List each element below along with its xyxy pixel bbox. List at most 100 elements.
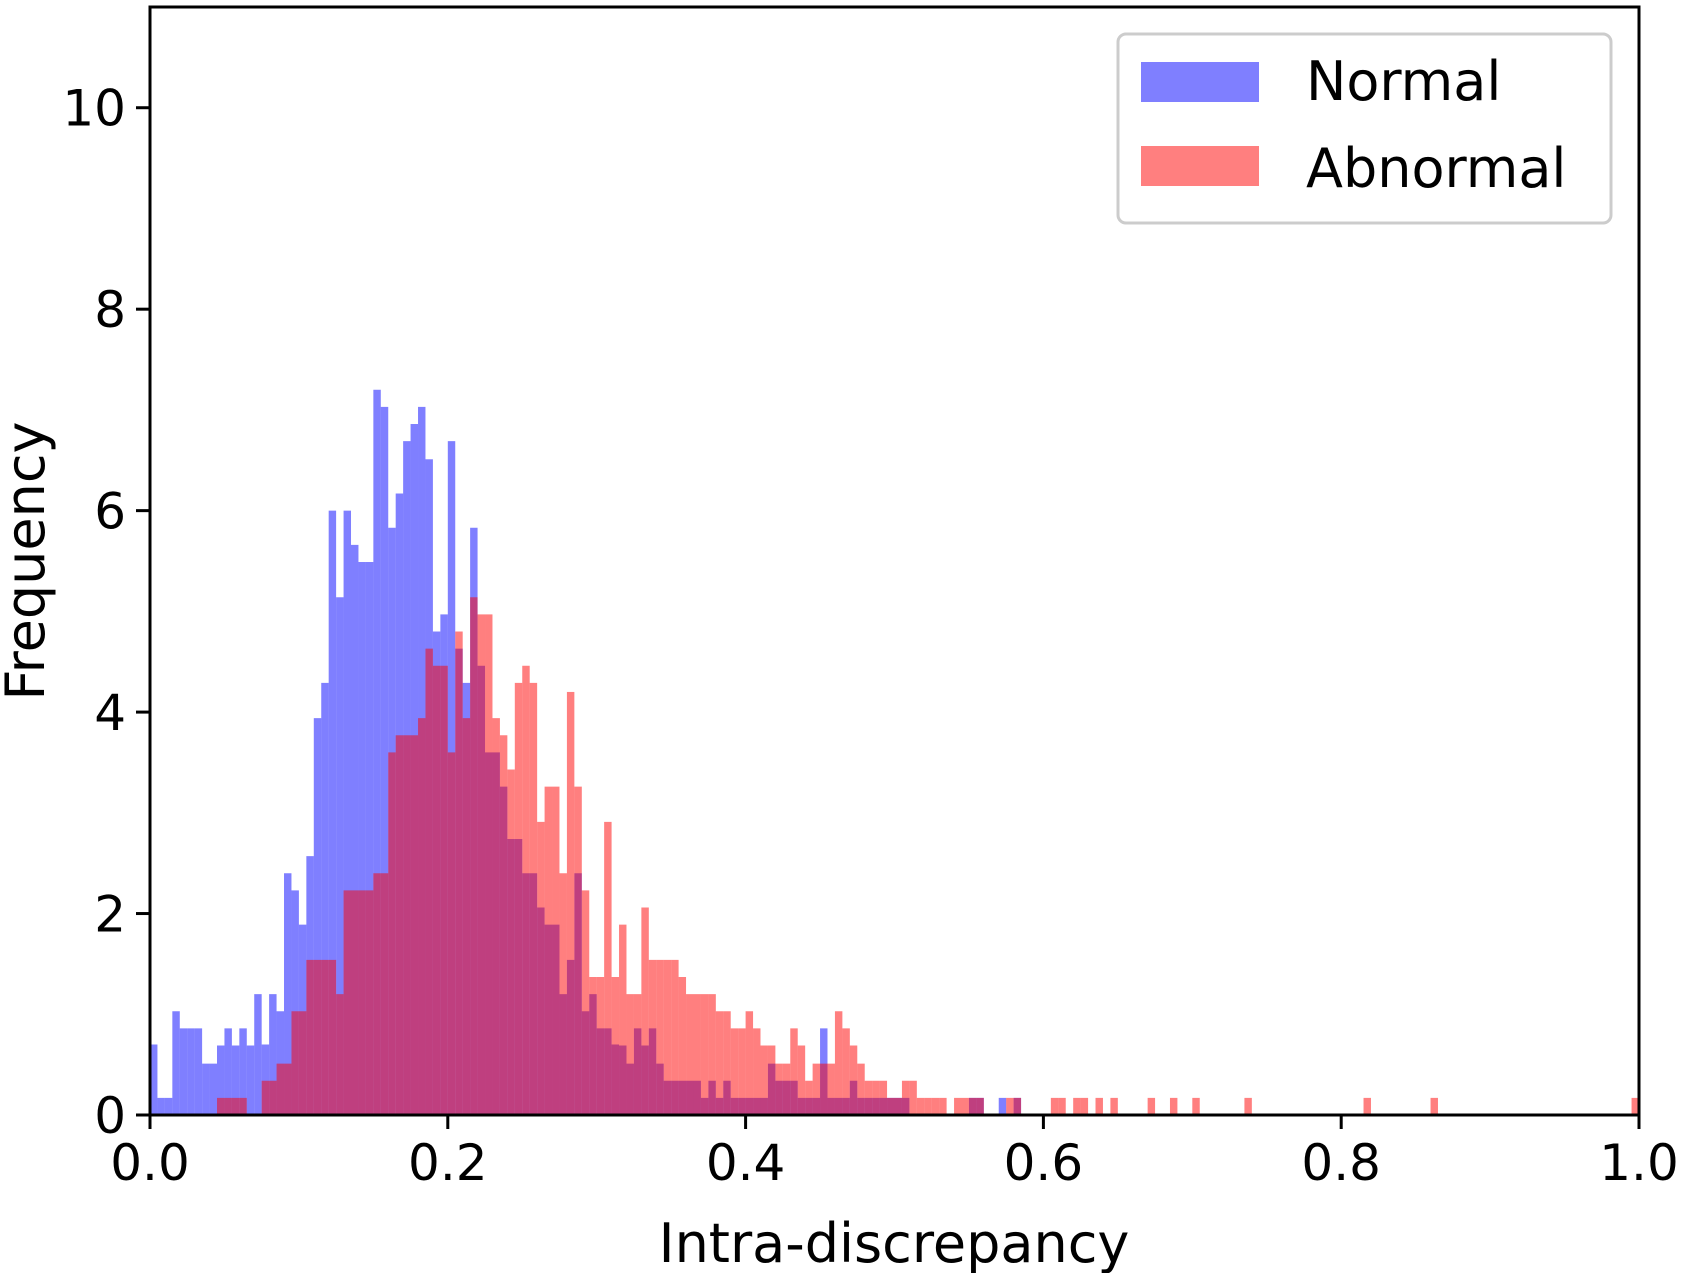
abnormal-bar (619, 924, 627, 1115)
abnormal-bar (924, 1097, 932, 1115)
abnormal-bar (365, 890, 374, 1115)
abnormal-bar (968, 1097, 977, 1115)
abnormal-bar (447, 752, 456, 1115)
abnormal-bar (1192, 1097, 1200, 1115)
abnormal-bar (715, 1011, 724, 1115)
abnormal-bar (857, 1063, 865, 1115)
abnormal-bar (425, 648, 433, 1115)
abnormal-bar (1080, 1097, 1089, 1115)
abnormal-bar (626, 994, 634, 1115)
abnormal-bar (939, 1097, 947, 1115)
x-tick-label: 0.0 (110, 1134, 190, 1192)
normal-bar (373, 389, 381, 1115)
abnormal-bar (1244, 1097, 1252, 1115)
normal-bar (284, 873, 292, 1115)
abnormal-bar (559, 873, 567, 1115)
normal-bar (321, 682, 329, 1115)
abnormal-bar (648, 959, 657, 1115)
abnormal-bar (663, 959, 672, 1115)
x-axis-label: Intra-discrepancy (659, 1212, 1130, 1273)
abnormal-bar (604, 821, 612, 1115)
abnormal-bar (492, 718, 500, 1115)
abnormal-bar (298, 1011, 307, 1115)
abnormal-bar (738, 1028, 746, 1115)
normal-bar (261, 1044, 270, 1115)
x-tick-label: 0.6 (1004, 1134, 1084, 1192)
abnormal-bar (418, 718, 426, 1115)
legend-label-abnormal: Abnormal (1306, 137, 1566, 200)
abnormal-bar (358, 890, 366, 1115)
abnormal-bar (1006, 1097, 1014, 1115)
normal-bar (254, 994, 262, 1115)
abnormal-bar (291, 1011, 299, 1115)
x-axis-ticks: 0.0 0.2 0.4 0.6 0.8 1.0 (110, 1115, 1679, 1192)
normal-bar (202, 1063, 210, 1115)
abnormal-bar (1169, 1097, 1178, 1115)
abnormal-bar (306, 959, 314, 1115)
abnormal-bar (954, 1097, 962, 1115)
normal-bar (209, 1063, 217, 1115)
abnormal-bar (507, 769, 515, 1115)
normal-bar (269, 994, 277, 1115)
normal-bar (380, 406, 389, 1115)
normal-bar (224, 1028, 232, 1115)
abnormal-bar (440, 665, 448, 1115)
abnormal-bar (961, 1097, 969, 1115)
abnormal-bar (574, 786, 582, 1115)
abnormal-bar (767, 1045, 776, 1115)
abnormal-bar (700, 994, 709, 1115)
abnormal-bar (455, 631, 463, 1115)
legend-swatch-abnormal (1141, 146, 1259, 186)
abnormal-bar (834, 1011, 843, 1115)
abnormal-bar (745, 1011, 754, 1115)
abnormal-bar (976, 1097, 984, 1115)
abnormal-bar (499, 735, 508, 1115)
normal-bar (239, 1028, 247, 1115)
abnormal-bar (477, 614, 486, 1115)
abnormal-bar (693, 994, 701, 1115)
abnormal-bar (581, 890, 590, 1115)
abnormal-bar (820, 1063, 828, 1115)
abnormal-bar (224, 1097, 232, 1115)
normal-bar (179, 1028, 188, 1115)
abnormal-bar (894, 1097, 902, 1115)
abnormal-bar (633, 994, 642, 1115)
abnormal-bar (1095, 1097, 1103, 1115)
abnormal-bar (343, 890, 352, 1115)
abnormal-bar (403, 735, 411, 1115)
normal-bar (150, 1044, 158, 1115)
legend-swatch-normal (1141, 62, 1259, 102)
abnormal-bar (730, 1028, 739, 1115)
abnormal-bar (641, 907, 649, 1115)
abnormal-bar (388, 752, 396, 1115)
abnormal-bar (782, 1063, 791, 1115)
y-tick-label: 10 (62, 80, 126, 138)
abnormal-bar (686, 994, 694, 1115)
normal-bar (164, 1097, 173, 1115)
y-tick-label: 0 (94, 1087, 126, 1145)
abnormal-bar (217, 1097, 225, 1115)
abnormal-bar (827, 1063, 835, 1115)
abnormal-bar (373, 873, 381, 1115)
abnormal-bar (239, 1097, 247, 1115)
abnormal-bar (596, 977, 605, 1115)
abnormal-bar (552, 786, 560, 1115)
abnormal-bar (313, 959, 322, 1115)
abnormal-bar (760, 1045, 768, 1115)
abnormal-bar (611, 977, 620, 1115)
normal-bar (217, 1045, 225, 1115)
abnormal-bar (269, 1080, 277, 1115)
abnormal-bar (1147, 1097, 1156, 1115)
abnormal-bar (812, 1063, 821, 1115)
abnormal-bar (432, 665, 441, 1115)
y-tick-label: 6 (94, 483, 126, 541)
abnormal-bar (656, 959, 664, 1115)
abnormal-bar (1050, 1097, 1059, 1115)
abnormal-bar (410, 735, 419, 1115)
abnormal-bar (678, 977, 687, 1115)
abnormal-bar (522, 665, 530, 1115)
abnormal-bar (261, 1080, 270, 1115)
abnormal-bar (529, 682, 538, 1115)
normal-bar (246, 1045, 255, 1115)
